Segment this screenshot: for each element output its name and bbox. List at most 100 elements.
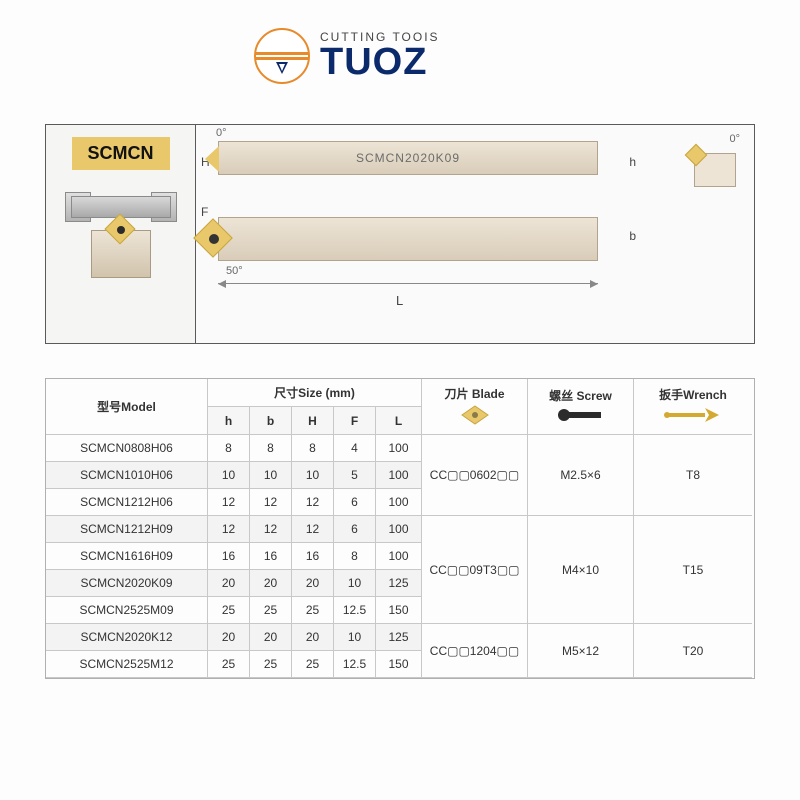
cell-H: 16	[292, 543, 334, 570]
blade-icon	[458, 404, 492, 426]
brand-name: TUOZ	[320, 43, 440, 81]
col-b: b	[250, 407, 292, 435]
cell-F: 10	[334, 570, 376, 597]
cell-L: 100	[376, 435, 422, 462]
cell-L: 100	[376, 489, 422, 516]
cell-h: 16	[208, 543, 250, 570]
cell-L: 150	[376, 597, 422, 624]
dim-h-label: h	[629, 155, 636, 169]
col-h: h	[208, 407, 250, 435]
cell-b: 12	[250, 489, 292, 516]
cell-h: 12	[208, 489, 250, 516]
tool-top-view	[218, 217, 598, 261]
angle-tip-label: 50°	[226, 265, 243, 277]
col-size: 尺寸Size (mm)	[208, 379, 422, 407]
dim-L-label: L	[396, 293, 403, 308]
cell-H: 8	[292, 435, 334, 462]
col-screw: 螺丝 Screw	[528, 379, 634, 435]
col-blade: 刀片 Blade	[422, 379, 528, 435]
wrench-value: T8	[634, 435, 752, 516]
angle-end-label: 0°	[729, 133, 740, 145]
cell-b: 20	[250, 570, 292, 597]
cell-H: 20	[292, 570, 334, 597]
table-row: SCMCN1212H091212126100	[46, 516, 422, 543]
cell-F: 8	[334, 543, 376, 570]
blade-value: CC▢▢09T3▢▢	[422, 516, 528, 624]
table-row: SCMCN2020K0920202010125	[46, 570, 422, 597]
diagram-panel: SCMCN 0° H SCMCN2020K09 h 0° F b 50° L	[45, 124, 755, 344]
blade-value: CC▢▢1204▢▢	[422, 624, 528, 678]
col-F: F	[334, 407, 376, 435]
cell-model: SCMCN1212H06	[46, 489, 208, 516]
cell-H: 12	[292, 489, 334, 516]
cell-F: 12.5	[334, 651, 376, 678]
dim-F-label: F	[201, 205, 208, 219]
cell-H: 25	[292, 651, 334, 678]
cell-b: 25	[250, 597, 292, 624]
cell-b: 8	[250, 435, 292, 462]
cell-model: SCMCN1010H06	[46, 462, 208, 489]
cell-F: 12.5	[334, 597, 376, 624]
cell-F: 10	[334, 624, 376, 651]
table-row: SCMCN2525M0925252512.5150	[46, 597, 422, 624]
wrench-value: T15	[634, 516, 752, 624]
screw-value: M4×10	[528, 516, 634, 624]
spec-table: 型号Model尺寸Size (mm)hbHFL刀片 Blade螺丝 Screw扳…	[45, 378, 755, 679]
brand-logo: CUTTING TOOIS TUOZ	[254, 28, 440, 84]
blade-value: CC▢▢0602▢▢	[422, 435, 528, 516]
cell-L: 100	[376, 516, 422, 543]
cell-b: 20	[250, 624, 292, 651]
cell-h: 12	[208, 516, 250, 543]
table-row: SCMCN0808H068884100	[46, 435, 422, 462]
cell-h: 8	[208, 435, 250, 462]
screw-icon	[556, 406, 606, 424]
col-L: L	[376, 407, 422, 435]
table-right-columns: CC▢▢0602▢▢CC▢▢09T3▢▢CC▢▢1204▢▢ M2.5×6M4×…	[422, 435, 754, 678]
cell-b: 16	[250, 543, 292, 570]
cell-b: 25	[250, 651, 292, 678]
cell-model: SCMCN2525M09	[46, 597, 208, 624]
diagram-left: SCMCN	[46, 125, 196, 343]
cell-h: 20	[208, 570, 250, 597]
tool-end-view: 0°	[652, 135, 742, 195]
col-H: H	[292, 407, 334, 435]
diagram-right: 0° H SCMCN2020K09 h 0° F b 50° L	[196, 125, 754, 343]
table-row: SCMCN1616H091616168100	[46, 543, 422, 570]
cell-model: SCMCN2525M12	[46, 651, 208, 678]
wrench-icon	[663, 405, 723, 425]
cell-H: 10	[292, 462, 334, 489]
screw-value: M2.5×6	[528, 435, 634, 516]
cell-h: 25	[208, 597, 250, 624]
wrench-value: T20	[634, 624, 752, 678]
screw-value: M5×12	[528, 624, 634, 678]
cell-L: 100	[376, 543, 422, 570]
table-left-columns: SCMCN0808H068884100SCMCN1010H06101010510…	[46, 435, 422, 678]
cell-model: SCMCN1212H09	[46, 516, 208, 543]
cell-b: 12	[250, 516, 292, 543]
tool-side-view: SCMCN2020K09	[218, 141, 598, 175]
cell-h: 20	[208, 624, 250, 651]
table-row: SCMCN1010H061010105100	[46, 462, 422, 489]
table-header: 型号Model尺寸Size (mm)hbHFL刀片 Blade螺丝 Screw扳…	[46, 379, 754, 435]
table-row: SCMCN2020K1220202010125	[46, 624, 422, 651]
cell-L: 150	[376, 651, 422, 678]
col-wrench: 扳手Wrench	[634, 379, 752, 435]
cell-F: 4	[334, 435, 376, 462]
cell-L: 100	[376, 462, 422, 489]
cell-H: 20	[292, 624, 334, 651]
cell-h: 25	[208, 651, 250, 678]
cell-L: 125	[376, 570, 422, 597]
application-illustration	[61, 188, 181, 298]
cell-model: SCMCN2020K12	[46, 624, 208, 651]
cell-model: SCMCN1616H09	[46, 543, 208, 570]
cell-H: 25	[292, 597, 334, 624]
tool-marking: SCMCN2020K09	[356, 151, 460, 165]
cell-L: 125	[376, 624, 422, 651]
product-code-label: SCMCN	[72, 137, 170, 170]
cell-F: 6	[334, 516, 376, 543]
cell-model: SCMCN2020K09	[46, 570, 208, 597]
cell-h: 10	[208, 462, 250, 489]
dim-L-line	[218, 283, 598, 284]
angle-top-label: 0°	[216, 127, 227, 139]
cell-F: 6	[334, 489, 376, 516]
